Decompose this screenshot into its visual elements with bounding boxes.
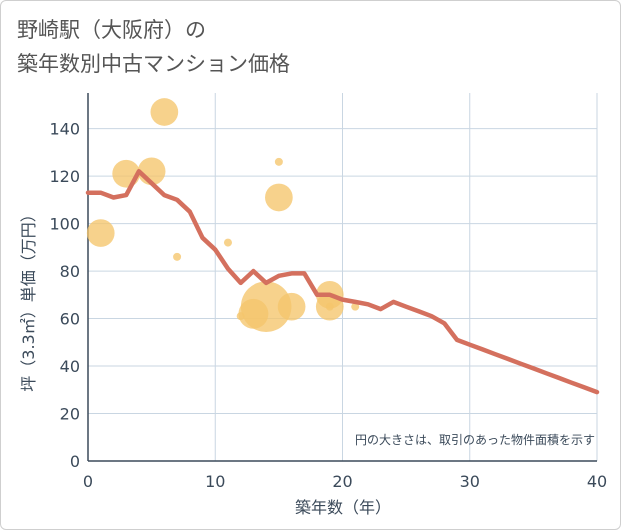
chart-title-line2: 築年数別中古マンション価格 — [17, 52, 290, 76]
y-axis-label: 坪（3.3㎡）単価（万円） — [19, 206, 38, 391]
bubble — [265, 183, 293, 212]
y-tick-label: 20 — [60, 405, 80, 424]
y-tick-label: 100 — [49, 215, 80, 234]
x-axis-label: 築年数（年） — [295, 498, 391, 517]
bubbles-layer — [86, 98, 360, 332]
bubble — [325, 302, 334, 311]
x-tick-label: 30 — [460, 472, 480, 491]
bubble-size-note: 円の大きさは、取引のあった物件面積を示す — [355, 432, 595, 447]
bubble — [274, 157, 283, 166]
grid-lines — [87, 93, 598, 462]
line-layer — [85, 169, 600, 395]
x-tick-label: 40 — [587, 472, 607, 491]
chart-title-line1: 野崎駅（大阪府）の — [17, 18, 206, 42]
y-tick-label: 140 — [49, 120, 80, 139]
y-tick-label: 120 — [49, 167, 80, 186]
tick-labels: 0 20 40 60 80 100 120 140 0 10 20 30 40 — [49, 120, 607, 491]
y-tick-label: 40 — [60, 357, 80, 376]
bubble — [150, 98, 179, 126]
y-tick-label: 60 — [60, 310, 80, 329]
chart-title: 野崎駅（大阪府）の 築年数別中古マンション価格 — [17, 13, 290, 81]
bubble — [173, 252, 182, 261]
bubble — [240, 281, 292, 332]
y-tick-label: 0 — [70, 452, 80, 471]
series-line — [85, 169, 600, 395]
bubble — [223, 238, 232, 247]
bubble — [351, 302, 360, 311]
bubble — [277, 292, 306, 321]
y-tick-label: 80 — [60, 262, 80, 281]
x-tick-label: 0 — [83, 472, 93, 491]
x-tick-label: 20 — [332, 472, 352, 491]
bubble — [86, 219, 115, 247]
x-tick-label: 10 — [205, 472, 225, 491]
